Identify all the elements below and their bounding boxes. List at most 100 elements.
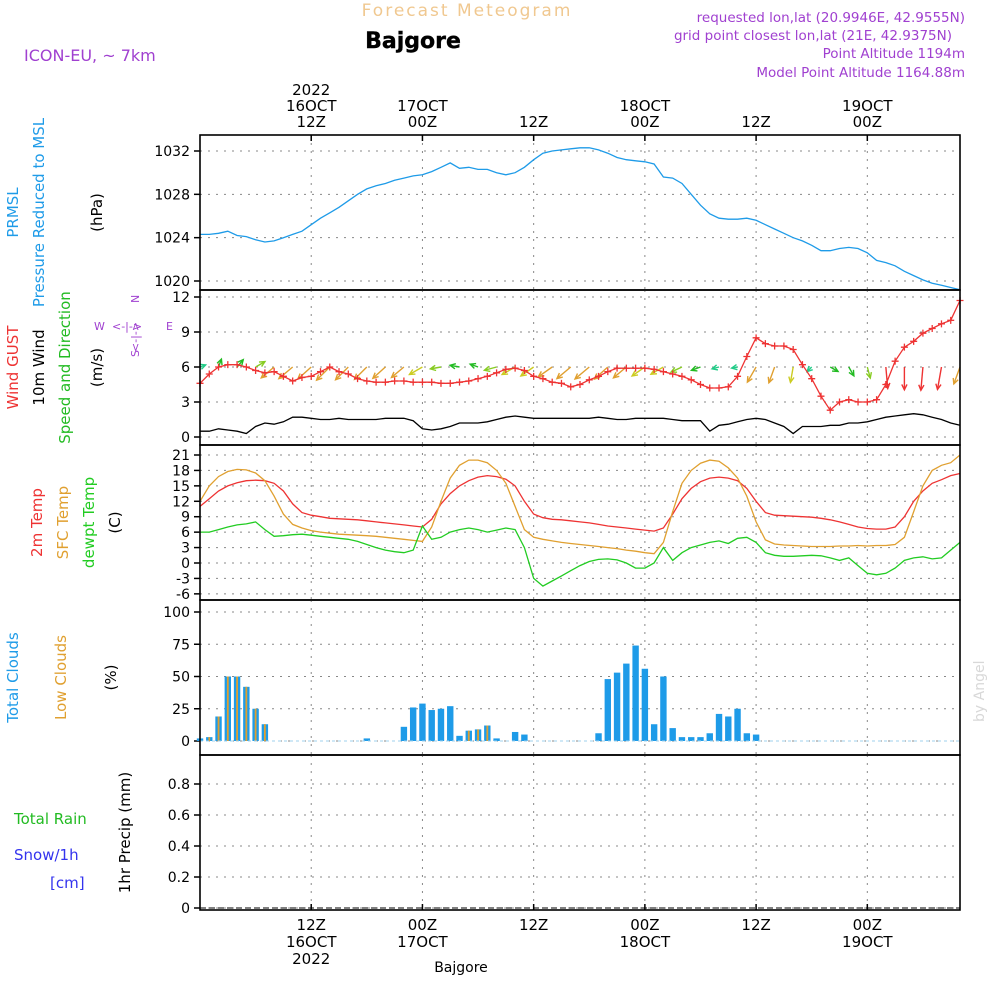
wind-dir-arrowhead: [901, 384, 908, 392]
series-label: Pressure Reduced to MSL: [30, 117, 48, 307]
wind-dir-arrowhead: [848, 369, 855, 378]
bottom-time-label: 19OCT: [842, 933, 893, 951]
wind-dir-arrowhead: [689, 365, 698, 372]
wind-dir-arrowhead: [390, 371, 398, 379]
dewpt-temp-line: [200, 521, 961, 587]
gust-marker: [215, 363, 223, 371]
compass-east: E: [166, 320, 173, 333]
gust-marker: [316, 368, 324, 376]
series-label: Wind GUST: [4, 325, 22, 410]
panel-frame: [199, 134, 961, 291]
total-clouds-bar: [650, 724, 658, 741]
total-clouds-bar: [725, 716, 732, 741]
gust-marker: [947, 316, 955, 324]
sfc-temp-line: [199, 454, 961, 555]
panel-frame: [199, 754, 961, 911]
y-tick-label: 1032: [154, 144, 190, 160]
total-clouds-bar: [743, 733, 751, 741]
wind-dir-arrow: [409, 366, 423, 376]
wind-dir-arrow: [789, 366, 794, 383]
gust-marker: [391, 377, 399, 385]
low-clouds-bar: [226, 676, 229, 741]
gust-marker: [548, 378, 556, 386]
requested-coords: requested lon,lat (20.9946E, 42.9555N): [697, 10, 965, 26]
y-tick-label: 25: [172, 702, 190, 718]
gust-marker: [595, 372, 603, 380]
bottom-time-label: 12Z: [741, 916, 770, 934]
total-clouds-bar: [447, 706, 454, 741]
wind-dir-arrowhead: [216, 357, 223, 366]
gust-marker: [400, 377, 408, 385]
wind-dir-arrowhead: [710, 364, 719, 371]
total-clouds-bar: [400, 726, 408, 741]
total-clouds-bar: [521, 734, 528, 741]
low-clouds-bar: [467, 730, 470, 741]
y-tick-label: 18: [172, 463, 190, 479]
wind-dir-arrowhead: [448, 363, 457, 370]
wind-dir-arrowhead: [788, 376, 795, 384]
gust-marker: [826, 406, 834, 414]
gust-marker: [576, 381, 584, 388]
total-clouds-bar: [428, 710, 435, 741]
wind-dir-arrowhead: [767, 376, 774, 385]
series-label: SFC Temp: [54, 486, 72, 559]
low-clouds-bar: [236, 676, 238, 741]
gust-marker: [604, 368, 612, 376]
series-label: Total Clouds: [4, 632, 22, 724]
low-clouds-bar: [486, 725, 489, 741]
low-clouds-bar: [217, 716, 220, 741]
wind-dir-arrow: [335, 366, 349, 381]
bottom-time-label: 12Z: [297, 916, 326, 934]
wind-dir-arrow: [520, 366, 535, 377]
y-tick-label: -6: [176, 587, 190, 603]
wind-dir-arrowhead: [199, 363, 208, 370]
gust-marker: [428, 378, 436, 386]
total-clouds-bar: [456, 735, 463, 741]
y-axis-label: (C): [106, 511, 124, 533]
gust-marker: [845, 396, 853, 404]
y-tick-label: 9: [181, 325, 190, 341]
point-altitude: Point Altitude 1194m: [823, 46, 965, 62]
panels: 1020 1024 1028 1032 PRMSL Pressure Reduced to…: [4, 117, 964, 917]
total-clouds-bar: [363, 738, 371, 741]
gust-marker: [863, 398, 871, 406]
gust-marker: [279, 372, 287, 380]
total-clouds-bar: [613, 672, 621, 741]
bottom-time-label: 16OCT: [286, 933, 337, 951]
y-tick-label: 50: [172, 670, 190, 686]
y-tick-label: 0: [181, 734, 190, 750]
gust-marker: [817, 392, 825, 400]
low-clouds-bar: [477, 729, 479, 741]
y-tick-label: -3: [176, 571, 190, 587]
gust-marker: [910, 337, 918, 345]
wind-dir-arrow: [746, 366, 757, 383]
gust-marker: [836, 398, 844, 406]
gust-marker: [511, 364, 519, 372]
y-tick-label: 1020: [154, 274, 190, 290]
top-time-label: 00Z: [630, 113, 659, 131]
top-time-label: 12Z: [297, 113, 326, 131]
gust-marker: [261, 369, 269, 377]
watermark: by Angel: [972, 661, 988, 722]
gust-marker: [224, 361, 232, 369]
series-label: Total Rain: [13, 810, 87, 828]
wind-dir-arrow: [354, 366, 368, 380]
y-tick-label: 6: [181, 360, 190, 376]
wind-dir-arrow: [484, 366, 497, 371]
series-label: Speed and Direction: [56, 291, 74, 444]
gust-marker: [873, 396, 881, 404]
wind-dir-arrow: [953, 366, 961, 385]
bottom-time-label: 2022: [292, 950, 330, 968]
location-name: Bajgore: [365, 29, 461, 54]
gust-marker: [233, 361, 241, 369]
gust-marker: [734, 372, 742, 380]
wind-dir-arrow: [316, 366, 331, 381]
total-clouds-bar: [493, 738, 500, 741]
top-time-label: 00Z: [408, 113, 437, 131]
gust-marker: [891, 357, 899, 365]
top-time-label: 12Z: [519, 113, 548, 131]
model-altitude: Model Point Altitude 1164.88m: [756, 65, 965, 81]
total-clouds-bar: [409, 707, 417, 741]
